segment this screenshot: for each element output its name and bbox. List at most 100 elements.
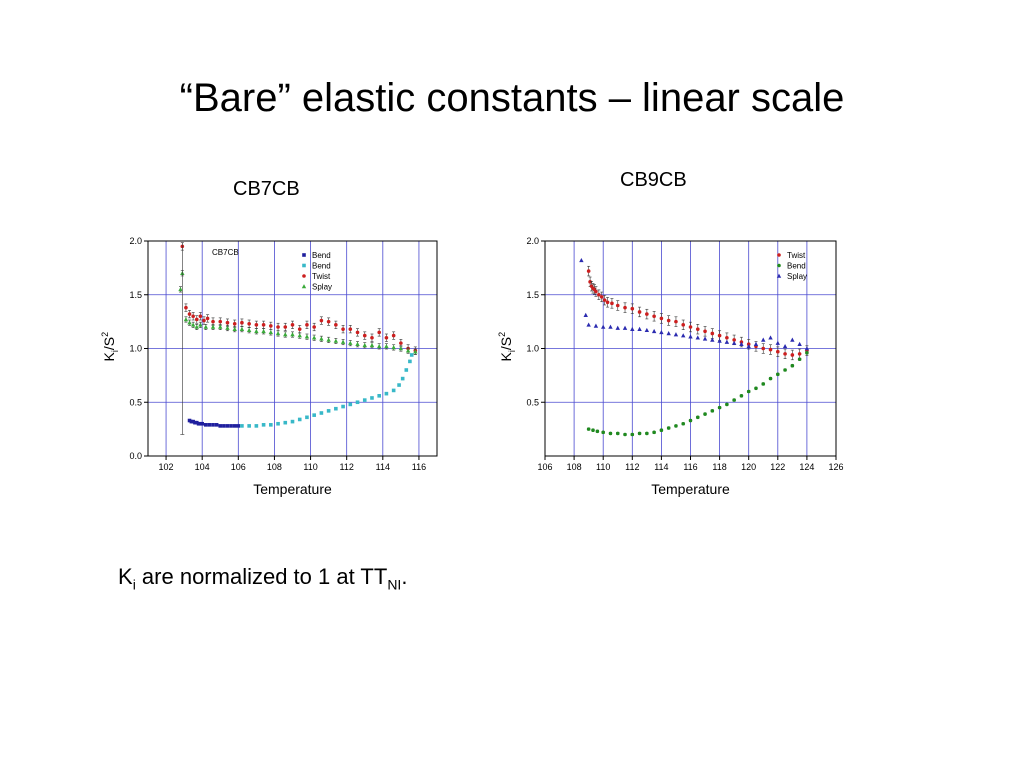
data-point [261, 323, 266, 327]
data-point [276, 325, 280, 329]
data-point [783, 368, 787, 372]
y-tick-label: 1.0 [129, 344, 142, 354]
data-point [377, 330, 382, 335]
data-point [659, 428, 664, 433]
data-point [797, 341, 802, 346]
data-point [362, 342, 367, 348]
data-point [645, 312, 649, 316]
data-point [348, 327, 353, 331]
data-point [623, 432, 627, 437]
data-point [703, 329, 707, 334]
data-point [703, 412, 707, 416]
data-point [370, 396, 374, 400]
data-point [207, 423, 212, 427]
caption-cb7cb: CB7CB [233, 178, 300, 200]
data-point [254, 323, 259, 327]
data-point [377, 394, 381, 398]
data-point [312, 413, 316, 417]
data-point [194, 324, 199, 329]
data-point [413, 349, 418, 354]
plot-inner-title: CB7CB [212, 248, 239, 257]
legend-marker [777, 253, 781, 257]
data-point [391, 333, 396, 338]
data-point [187, 418, 192, 423]
data-point [297, 327, 302, 331]
data-point [605, 300, 610, 305]
data-point [384, 343, 389, 349]
data-point [659, 329, 664, 335]
data-point [615, 303, 620, 308]
data-point [348, 340, 353, 345]
data-point [588, 280, 592, 284]
x-tick-label: 106 [537, 462, 552, 472]
legend-label: Bend [312, 251, 331, 260]
data-point [290, 323, 295, 327]
data-point [776, 349, 780, 354]
y-tick-label: 1.5 [526, 290, 539, 300]
x-tick-label: 106 [231, 462, 246, 472]
data-point [229, 424, 233, 428]
x-tick-label: 120 [741, 462, 756, 472]
data-point [210, 324, 216, 329]
y-tick-label: 2.0 [129, 236, 142, 246]
data-point [666, 331, 671, 336]
data-point [637, 310, 642, 314]
legend-marker [302, 274, 306, 278]
data-point [717, 333, 722, 338]
data-point [326, 337, 331, 342]
x-axis-label: Temperature [253, 481, 332, 497]
data-point [190, 322, 196, 327]
data-point [790, 363, 795, 368]
data-point [290, 332, 295, 337]
data-point [319, 336, 324, 341]
data-point [268, 329, 274, 335]
series-twist [586, 265, 809, 361]
data-point [674, 319, 678, 324]
data-point [247, 424, 251, 428]
data-point [180, 270, 185, 276]
x-tick-label: 102 [159, 462, 174, 472]
data-point [783, 352, 787, 356]
data-point [593, 323, 599, 328]
data-point [276, 421, 280, 426]
data-point [753, 341, 759, 346]
data-point [194, 317, 199, 322]
data-point [254, 328, 259, 334]
data-point [651, 328, 657, 334]
data-point [710, 331, 715, 336]
data-point [198, 322, 203, 327]
legend-label: Splay [787, 272, 807, 281]
data-point [211, 423, 215, 427]
data-point [732, 398, 736, 402]
data-point [681, 323, 686, 327]
data-point [739, 341, 744, 346]
data-point [591, 428, 595, 433]
data-point [746, 343, 751, 349]
y-tick-label: 1.5 [129, 290, 142, 300]
y-tick-label: 1.0 [526, 344, 539, 354]
data-point [283, 325, 288, 329]
legend-marker [777, 263, 781, 268]
data-point [269, 423, 273, 427]
data-point [592, 287, 597, 292]
data-point [377, 343, 382, 349]
data-point [589, 284, 594, 288]
data-point [297, 333, 302, 338]
data-point [602, 298, 607, 302]
data-point [189, 419, 194, 424]
data-point [724, 339, 730, 344]
data-point [681, 421, 686, 426]
data-point [717, 405, 722, 410]
data-point [739, 340, 744, 344]
data-point [732, 338, 736, 342]
data-point [397, 383, 401, 387]
data-point [739, 394, 744, 398]
data-point [597, 292, 601, 297]
data-point [297, 417, 302, 422]
data-point [196, 421, 201, 426]
series-splay [579, 257, 810, 351]
data-point [193, 420, 197, 425]
x-tick-label: 124 [799, 462, 814, 472]
data-point [710, 409, 715, 413]
data-point [204, 423, 208, 427]
